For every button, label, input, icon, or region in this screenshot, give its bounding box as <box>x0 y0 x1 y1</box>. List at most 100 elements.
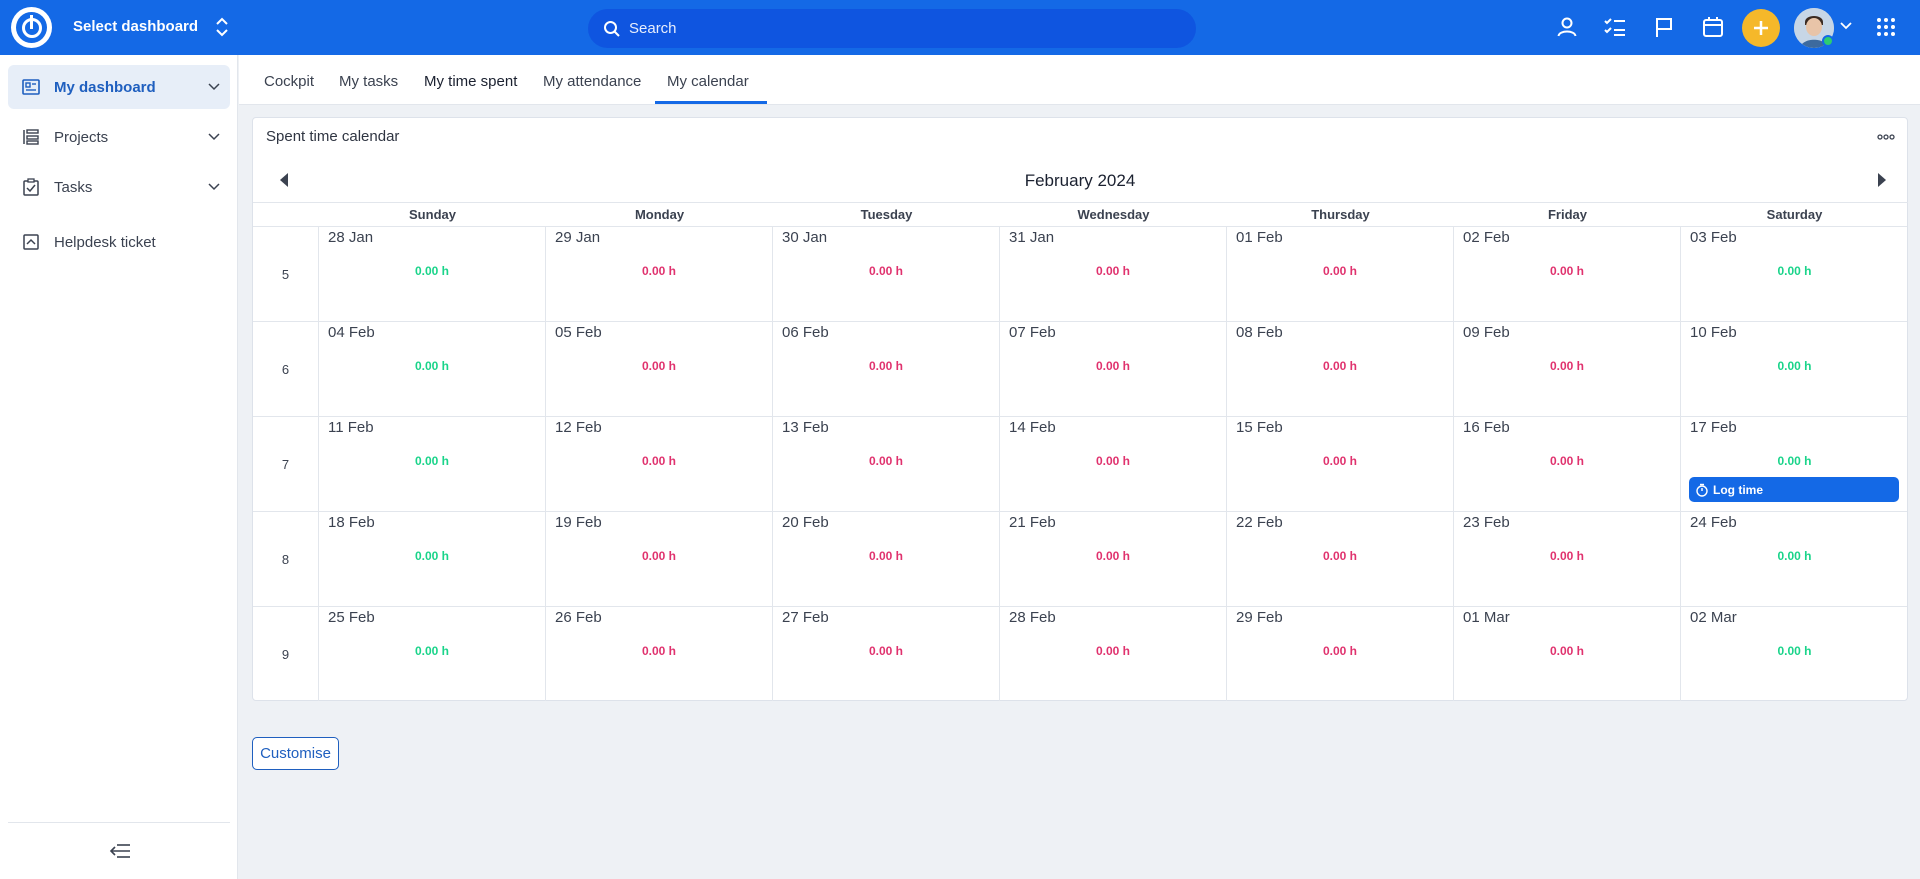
day-hours[interactable]: 0.00 h <box>1095 454 1131 468</box>
calendar-day-cell[interactable]: 22 Feb 0.00 h <box>1227 512 1454 606</box>
calendar-day-cell[interactable]: 21 Feb 0.00 h <box>1000 512 1227 606</box>
calendar-day-cell[interactable]: 02 Feb 0.00 h <box>1454 227 1681 321</box>
day-hours[interactable]: 0.00 h <box>414 644 450 658</box>
day-hours[interactable]: 0.00 h <box>868 264 904 278</box>
day-hours[interactable]: 0.00 h <box>414 549 450 563</box>
user-icon[interactable] <box>1555 15 1579 39</box>
chevron-up-down-icon[interactable] <box>214 16 230 38</box>
calendar-day-cell[interactable]: 31 Jan 0.00 h <box>1000 227 1227 321</box>
day-hours[interactable]: 0.00 h <box>1095 359 1131 373</box>
search-input[interactable]: Search <box>629 20 677 37</box>
day-hours[interactable]: 0.00 h <box>868 359 904 373</box>
day-hours[interactable]: 0.00 h <box>1777 644 1812 658</box>
day-hours[interactable]: 0.00 h <box>1777 264 1812 278</box>
day-hours[interactable]: 0.00 h <box>641 359 677 373</box>
day-hours[interactable]: 0.00 h <box>641 644 677 658</box>
more-options-icon[interactable] <box>1877 134 1895 140</box>
app-logo[interactable] <box>11 7 52 48</box>
calendar-day-cell[interactable]: 17 Feb 0.00 h Log time <box>1681 417 1908 511</box>
calendar-day-cell[interactable]: 07 Feb 0.00 h <box>1000 322 1227 416</box>
calendar-day-cell[interactable]: 09 Feb 0.00 h <box>1454 322 1681 416</box>
calendar-day-cell[interactable]: 11 Feb 0.00 h <box>319 417 546 511</box>
customise-button[interactable]: Customise <box>252 737 339 770</box>
calendar-day-cell[interactable]: 20 Feb 0.00 h <box>773 512 1000 606</box>
day-hours[interactable]: 0.00 h <box>1777 359 1812 373</box>
calendar-day-cell[interactable]: 01 Feb 0.00 h <box>1227 227 1454 321</box>
day-hours[interactable]: 0.00 h <box>1322 359 1358 373</box>
day-hours[interactable]: 0.00 h <box>1549 644 1585 658</box>
calendar-day-cell[interactable]: 29 Feb 0.00 h <box>1227 607 1454 701</box>
sidebar-item-helpdesk-ticket[interactable]: Helpdesk ticket <box>8 220 230 264</box>
calendar-day-cell[interactable]: 19 Feb 0.00 h <box>546 512 773 606</box>
day-hours[interactable]: 0.00 h <box>641 454 677 468</box>
day-hours[interactable]: 0.00 h <box>1549 454 1585 468</box>
calendar-day-cell[interactable]: 02 Mar 0.00 h <box>1681 607 1908 701</box>
calendar-day-cell[interactable]: 06 Feb 0.00 h <box>773 322 1000 416</box>
calendar-day-cell[interactable]: 01 Mar 0.00 h <box>1454 607 1681 701</box>
log-time-button[interactable]: Log time <box>1689 477 1899 502</box>
calendar-day-cell[interactable]: 04 Feb 0.00 h <box>319 322 546 416</box>
calendar-icon[interactable] <box>1701 15 1725 39</box>
day-hours[interactable]: 0.00 h <box>1322 549 1358 563</box>
tab-my-tasks[interactable]: My tasks <box>339 73 399 90</box>
chevron-down-icon[interactable] <box>208 132 220 142</box>
calendar-day-cell[interactable]: 18 Feb 0.00 h <box>319 512 546 606</box>
avatar[interactable] <box>1794 8 1834 48</box>
day-hours[interactable]: 0.00 h <box>641 264 677 278</box>
sidebar-item-my-dashboard[interactable]: My dashboard <box>8 65 230 109</box>
search-bar[interactable]: Search <box>588 9 1196 48</box>
day-hours[interactable]: 0.00 h <box>641 549 677 563</box>
add-button[interactable] <box>1742 9 1780 47</box>
day-hours[interactable]: 0.00 h <box>868 454 904 468</box>
day-hours[interactable]: 0.00 h <box>1777 549 1812 563</box>
calendar-day-cell[interactable]: 28 Feb 0.00 h <box>1000 607 1227 701</box>
calendar-day-cell[interactable]: 28 Jan 0.00 h <box>319 227 546 321</box>
day-hours[interactable]: 0.00 h <box>414 264 450 278</box>
calendar-day-cell[interactable]: 10 Feb 0.00 h <box>1681 322 1908 416</box>
calendar-day-cell[interactable]: 08 Feb 0.00 h <box>1227 322 1454 416</box>
tab-my-attendance[interactable]: My attendance <box>543 73 642 90</box>
calendar-day-cell[interactable]: 29 Jan 0.00 h <box>546 227 773 321</box>
calendar-day-cell[interactable]: 24 Feb 0.00 h <box>1681 512 1908 606</box>
day-hours[interactable]: 0.00 h <box>1777 454 1812 468</box>
calendar-day-cell[interactable]: 14 Feb 0.00 h <box>1000 417 1227 511</box>
day-hours[interactable]: 0.00 h <box>1322 264 1358 278</box>
day-hours[interactable]: 0.00 h <box>1095 549 1131 563</box>
calendar-day-cell[interactable]: 12 Feb 0.00 h <box>546 417 773 511</box>
previous-month-arrow-icon[interactable] <box>280 173 288 187</box>
day-hours[interactable]: 0.00 h <box>1549 264 1585 278</box>
sidebar-item-projects[interactable]: Projects <box>8 115 230 159</box>
calendar-day-cell[interactable]: 13 Feb 0.00 h <box>773 417 1000 511</box>
chevron-down-icon[interactable] <box>208 82 220 92</box>
calendar-day-cell[interactable]: 26 Feb 0.00 h <box>546 607 773 701</box>
day-hours[interactable]: 0.00 h <box>868 549 904 563</box>
sidebar-item-tasks[interactable]: Tasks <box>8 165 230 209</box>
chevron-down-icon[interactable] <box>208 182 220 192</box>
flag-icon[interactable] <box>1652 15 1676 39</box>
apps-grid-icon[interactable] <box>1876 17 1896 37</box>
calendar-day-cell[interactable]: 25 Feb 0.00 h <box>319 607 546 701</box>
calendar-day-cell[interactable]: 05 Feb 0.00 h <box>546 322 773 416</box>
collapse-sidebar-icon[interactable] <box>108 841 132 861</box>
calendar-day-cell[interactable]: 27 Feb 0.00 h <box>773 607 1000 701</box>
tab-my-time-spent[interactable]: My time spent <box>424 73 518 90</box>
tab-my-calendar[interactable]: My calendar <box>667 73 749 90</box>
calendar-day-cell[interactable]: 15 Feb 0.00 h <box>1227 417 1454 511</box>
calendar-day-cell[interactable]: 23 Feb 0.00 h <box>1454 512 1681 606</box>
day-hours[interactable]: 0.00 h <box>1322 644 1358 658</box>
checklist-icon[interactable] <box>1603 15 1627 39</box>
day-hours[interactable]: 0.00 h <box>868 644 904 658</box>
calendar-day-cell[interactable]: 16 Feb 0.00 h <box>1454 417 1681 511</box>
day-hours[interactable]: 0.00 h <box>414 359 450 373</box>
tab-cockpit[interactable]: Cockpit <box>264 73 315 90</box>
day-hours[interactable]: 0.00 h <box>1322 454 1358 468</box>
calendar-day-cell[interactable]: 03 Feb 0.00 h <box>1681 227 1908 321</box>
day-hours[interactable]: 0.00 h <box>414 454 450 468</box>
select-dashboard-button[interactable]: Select dashboard <box>73 18 199 35</box>
day-hours[interactable]: 0.00 h <box>1095 644 1131 658</box>
calendar-day-cell[interactable]: 30 Jan 0.00 h <box>773 227 1000 321</box>
next-month-arrow-icon[interactable] <box>1878 173 1886 187</box>
day-hours[interactable]: 0.00 h <box>1549 549 1585 563</box>
day-hours[interactable]: 0.00 h <box>1095 264 1131 278</box>
day-hours[interactable]: 0.00 h <box>1549 359 1585 373</box>
